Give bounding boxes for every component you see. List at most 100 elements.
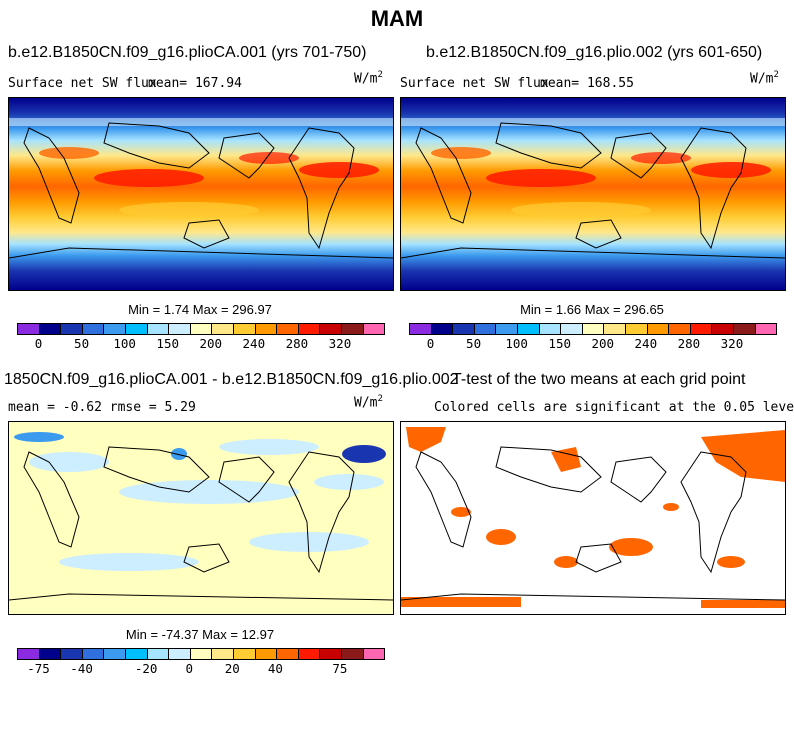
colorbar-tick-label: 150 <box>548 336 571 351</box>
colorbar-swatch <box>61 649 83 659</box>
colorbar-swatch <box>277 324 299 334</box>
colorbar-swatch <box>341 324 364 334</box>
colorbar-top-right <box>409 323 777 335</box>
panel-bl-minmax: Min = -74.37 Max = 12.97 <box>125 627 275 642</box>
colorbar-tick-label: 200 <box>199 336 223 351</box>
colorbar-tick-label: 240 <box>634 336 658 351</box>
colorbar-top-left-ticks: 0 50 100 150 200 240 280 320 <box>17 336 383 351</box>
panel-tr-title: b.e12.B1850CN.f09_g16.plio.002 (yrs 601-… <box>426 44 763 61</box>
colorbar-swatch <box>190 649 213 659</box>
panel-tl-map <box>8 97 394 291</box>
colorbar-swatch <box>125 324 148 334</box>
colorbar-swatch <box>363 649 385 659</box>
colorbar-swatch <box>755 324 777 334</box>
panel-bl-map-svg <box>9 422 393 614</box>
panel-br-subtitle: Colored cells are significant at the 0.0… <box>434 400 794 415</box>
panel-bl-stats: mean = -0.62 rmse = 5.29 <box>8 400 196 415</box>
colorbar-tick-label: 200 <box>591 336 615 351</box>
colorbar-swatch <box>320 649 342 659</box>
colorbar-swatch <box>212 649 234 659</box>
panel-bl-units: W/m2 <box>354 394 383 411</box>
panel-br-map <box>400 421 786 615</box>
colorbar-swatch <box>431 324 454 334</box>
colorbar-swatch <box>561 324 583 334</box>
colorbar-tick-label: -40 <box>70 661 93 676</box>
colorbar-swatch <box>233 324 256 334</box>
colorbar-tick-label: 150 <box>156 336 179 351</box>
colorbar-swatch <box>647 324 670 334</box>
colorbar-swatch <box>410 324 432 334</box>
colorbar-tick-label: 40 <box>267 661 283 676</box>
colorbar-tick-label: 100 <box>505 336 528 351</box>
colorbar-swatch <box>82 649 105 659</box>
panel-tr-map <box>400 97 786 291</box>
colorbar-swatch <box>255 649 278 659</box>
colorbar-tick-label: 0 <box>426 336 435 351</box>
colorbar-tick-label: 320 <box>328 336 352 351</box>
colorbar-swatch <box>125 649 148 659</box>
panel-tr-map-svg <box>401 98 785 290</box>
colorbar-tick-label: -20 <box>134 661 158 676</box>
colorbar-top-right-ticks: 0 50 100 150 200 240 280 320 <box>409 336 775 351</box>
colorbar-swatch <box>39 324 62 334</box>
colorbar-swatch <box>255 324 278 334</box>
colorbar-swatch <box>453 324 475 334</box>
panel-tl-title: b.e12.B1850CN.f09_g16.plioCA.001 (yrs 70… <box>8 44 367 61</box>
panel-br-map-svg <box>401 422 785 614</box>
colorbar-tick-label: 20 <box>224 661 240 676</box>
colorbar-swatch <box>517 324 540 334</box>
colorbar-swatch <box>669 324 691 334</box>
colorbar-tick-label: 50 <box>466 336 482 351</box>
colorbar-swatch <box>712 324 734 334</box>
colorbar-tick-label: 100 <box>113 336 136 351</box>
colorbar-swatch <box>582 324 605 334</box>
panel-tr-mean-label: mean= 168.55 <box>540 76 634 91</box>
panel-tl-units: W/m2 <box>354 70 383 87</box>
colorbar-swatch <box>604 324 626 334</box>
panel-tl-map-svg <box>9 98 393 290</box>
colorbar-swatch <box>625 324 648 334</box>
colorbar-swatch <box>61 324 83 334</box>
colorbar-tick-label: 0 <box>34 336 43 351</box>
colorbar-tick-label: 75 <box>332 661 348 676</box>
panel-tl-minmax: Min = 1.74 Max = 296.97 <box>128 302 272 317</box>
colorbar-tick-label: 280 <box>677 336 701 351</box>
colorbar-swatch <box>18 324 40 334</box>
colorbar-swatch <box>690 324 713 334</box>
colorbar-swatch <box>169 324 191 334</box>
colorbar-tick-label: 240 <box>242 336 266 351</box>
colorbar-top-left <box>17 323 385 335</box>
colorbar-bottom-left <box>17 648 385 660</box>
colorbar-tick-label: 280 <box>285 336 309 351</box>
panel-tr-variable-label: Surface net SW flux <box>400 76 549 91</box>
colorbar-swatch <box>320 324 342 334</box>
colorbar-tick-label: 0 <box>185 661 193 676</box>
colorbar-swatch <box>363 324 385 334</box>
colorbar-swatch <box>341 649 364 659</box>
panel-bl-map <box>8 421 394 615</box>
colorbar-swatch <box>733 324 756 334</box>
colorbar-tick-label: 320 <box>720 336 744 351</box>
colorbar-swatch <box>104 649 126 659</box>
colorbar-swatch <box>277 649 299 659</box>
colorbar-tick-label: -75 <box>27 661 50 676</box>
panel-tr-units: W/m2 <box>750 70 779 87</box>
panel-bl-title: 1850CN.f09_g16.plioCA.001 - b.e12.B1850C… <box>4 371 459 388</box>
colorbar-swatch <box>474 324 497 334</box>
colorbar-swatch <box>147 324 170 334</box>
colorbar-swatch <box>82 324 105 334</box>
panel-tl-mean-label: mean= 167.94 <box>148 76 242 91</box>
colorbar-tick-label: 50 <box>74 336 90 351</box>
colorbar-swatch <box>212 324 234 334</box>
colorbar-swatch <box>147 649 170 659</box>
colorbar-bottom-left-ticks: -75 -40 -20 0 20 40 75 <box>17 661 383 676</box>
colorbar-swatch <box>104 324 126 334</box>
panel-tr-minmax: Min = 1.66 Max = 296.65 <box>520 302 664 317</box>
colorbar-swatch <box>298 324 321 334</box>
panel-br-title: T-test of the two means at each grid poi… <box>452 371 746 388</box>
colorbar-swatch <box>539 324 562 334</box>
colorbar-swatch <box>233 649 256 659</box>
page-title: MAM <box>370 6 424 31</box>
panel-tl-variable-label: Surface net SW flux <box>8 76 157 91</box>
colorbar-swatch <box>18 649 40 659</box>
